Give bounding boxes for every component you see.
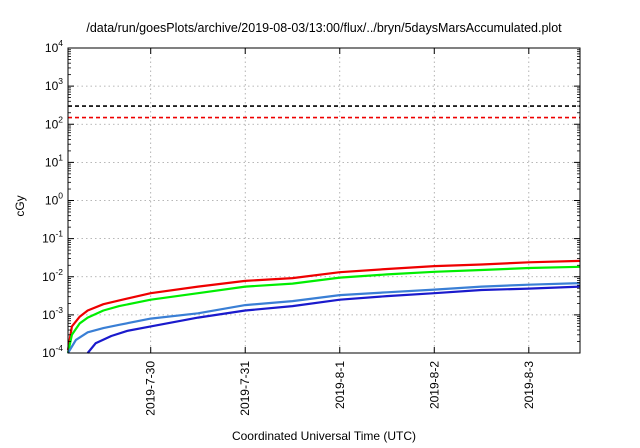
y-tick-label: 103	[45, 76, 63, 93]
y-tick-label: 101	[45, 152, 63, 169]
x-tick-label: 2019-7-31	[238, 361, 252, 416]
x-axis: 2019-7-30 2019-7-31 2019-8-1 2019-8-2 2019-8…	[144, 48, 536, 416]
y-axis: 10-4 10-3 10-2 10-1 100 101 102 103 104	[42, 38, 580, 360]
x-tick-label: 2019-7-30	[144, 361, 158, 416]
y-tick-label: 102	[45, 114, 63, 131]
series-line	[67, 282, 581, 354]
series-line	[66, 259, 581, 351]
series-line	[86, 285, 581, 354]
x-tick-label: 2019-8-1	[333, 361, 347, 409]
series-line	[66, 265, 581, 354]
y-tick-label: 10-1	[42, 229, 63, 246]
y-tick-label: 10-4	[42, 343, 63, 360]
series-lines	[66, 259, 581, 354]
y-tick-label: 10-2	[42, 267, 63, 284]
y-tick-label: 10-3	[42, 305, 63, 322]
x-tick-label: 2019-8-3	[522, 361, 536, 409]
chart-title: /data/run/goesPlots/archive/2019-08-03/1…	[86, 21, 562, 35]
reference-lines	[68, 105, 580, 119]
y-tick-label: 104	[45, 38, 63, 55]
y-axis-label: cGy	[13, 195, 27, 216]
x-tick-label: 2019-8-2	[427, 361, 441, 409]
y-tick-label: 100	[45, 191, 63, 208]
x-axis-label: Coordinated Universal Time (UTC)	[232, 429, 416, 443]
grid	[68, 48, 580, 353]
